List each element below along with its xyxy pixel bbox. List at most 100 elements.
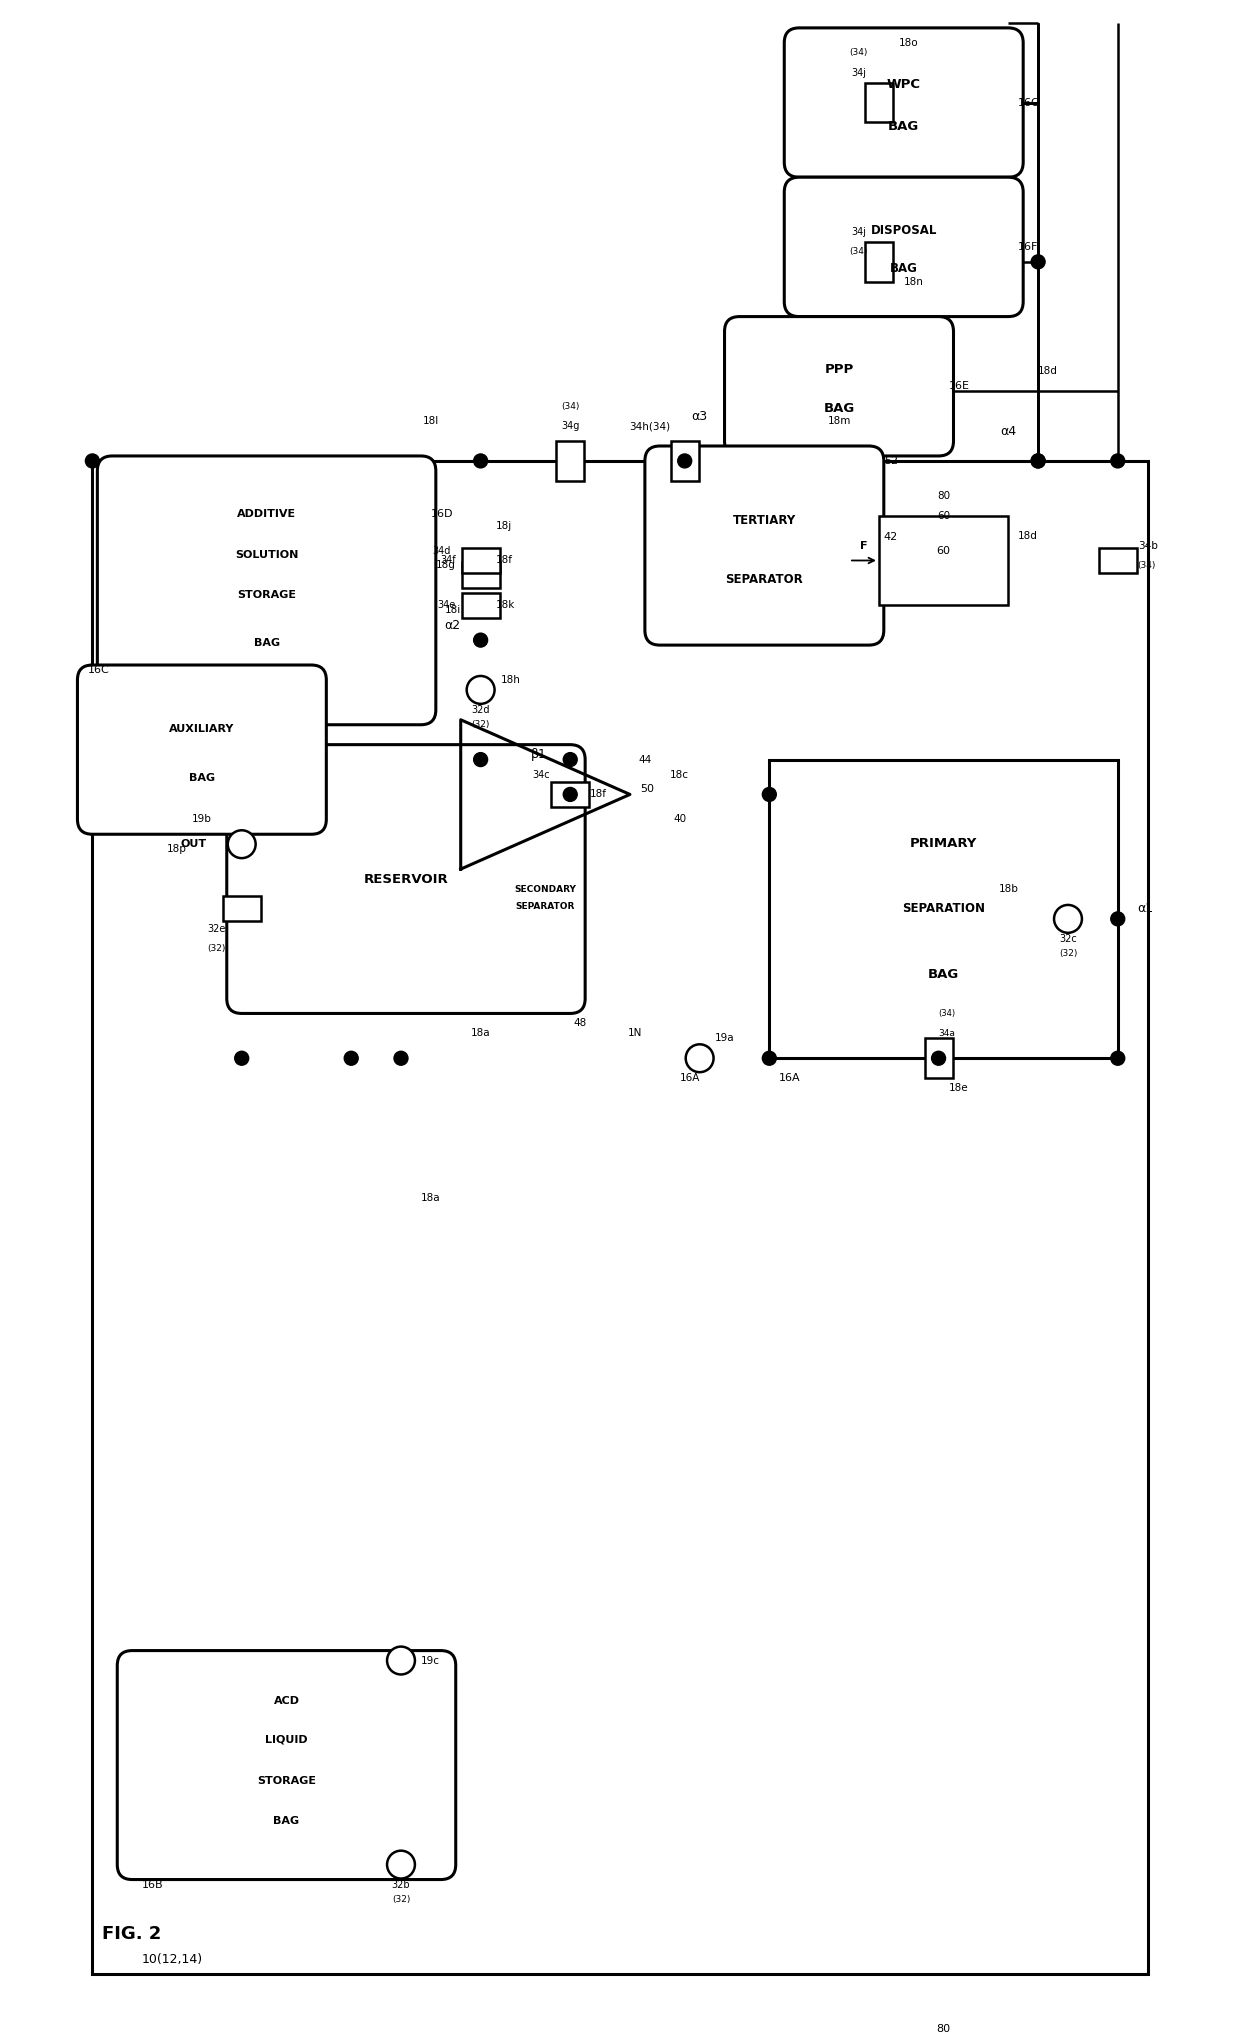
Text: 10(12,14): 10(12,14) <box>143 1952 203 1967</box>
Text: 18j: 18j <box>496 520 512 530</box>
Text: 34a: 34a <box>939 1029 956 1037</box>
Bar <box>879 516 1008 605</box>
Text: F: F <box>861 540 868 550</box>
Circle shape <box>1111 911 1125 925</box>
Bar <box>671 440 698 481</box>
Text: 16D: 16D <box>430 510 454 520</box>
Text: (34): (34) <box>1137 560 1156 571</box>
Text: 18p: 18p <box>167 844 187 854</box>
Text: 32e: 32e <box>207 923 226 933</box>
Text: 16A: 16A <box>680 1074 699 1082</box>
Bar <box>769 760 1117 1058</box>
Text: α2: α2 <box>445 620 461 632</box>
Bar <box>223 897 260 921</box>
Circle shape <box>763 787 776 801</box>
Circle shape <box>86 454 99 469</box>
Text: 19b: 19b <box>192 815 212 823</box>
Text: DISPOSAL: DISPOSAL <box>870 224 937 236</box>
Bar <box>461 593 500 618</box>
Bar <box>557 440 584 481</box>
Text: 18a: 18a <box>420 1192 440 1202</box>
Text: 34j: 34j <box>852 226 867 236</box>
Text: 1N: 1N <box>627 1029 642 1037</box>
Circle shape <box>466 677 495 703</box>
Circle shape <box>234 1052 249 1066</box>
Circle shape <box>931 1052 946 1066</box>
Circle shape <box>228 829 255 858</box>
Text: WPC: WPC <box>887 77 921 92</box>
Text: 18g: 18g <box>436 560 456 571</box>
Circle shape <box>474 454 487 469</box>
Text: 44: 44 <box>639 754 651 764</box>
Text: BAG: BAG <box>888 120 919 132</box>
Text: 16A: 16A <box>779 1074 801 1082</box>
Text: STORAGE: STORAGE <box>237 591 296 599</box>
Text: PPP: PPP <box>825 363 853 377</box>
Text: 34f: 34f <box>440 556 456 565</box>
Text: ADDITIVE: ADDITIVE <box>237 510 296 520</box>
Text: BAG: BAG <box>188 772 215 783</box>
Text: 32d: 32d <box>471 705 490 715</box>
FancyBboxPatch shape <box>227 744 585 1013</box>
Bar <box>864 84 893 122</box>
Text: SECONDARY: SECONDARY <box>515 884 577 893</box>
Circle shape <box>1032 454 1045 469</box>
Bar <box>461 562 500 589</box>
Text: 34b: 34b <box>1137 540 1158 550</box>
Text: α4: α4 <box>1001 424 1017 438</box>
Text: 18k: 18k <box>496 601 515 609</box>
FancyBboxPatch shape <box>784 177 1023 316</box>
Text: 32c: 32c <box>1059 933 1076 944</box>
Circle shape <box>563 787 577 801</box>
Text: PRIMARY: PRIMARY <box>910 838 977 850</box>
Text: OUT: OUT <box>181 840 207 850</box>
Text: 34g: 34g <box>560 422 579 432</box>
Text: STORAGE: STORAGE <box>257 1775 316 1785</box>
Text: 18m: 18m <box>827 416 851 426</box>
Text: 18c: 18c <box>671 770 689 779</box>
Text: α1: α1 <box>1137 903 1153 915</box>
Text: SEPARATOR: SEPARATOR <box>725 573 804 585</box>
Circle shape <box>474 634 487 648</box>
Text: 60: 60 <box>937 512 950 520</box>
Text: 80: 80 <box>937 491 950 501</box>
Text: 42: 42 <box>884 532 898 542</box>
Text: α3: α3 <box>692 410 708 422</box>
Circle shape <box>763 1052 776 1066</box>
Text: (34): (34) <box>560 401 579 412</box>
Text: (34): (34) <box>939 1009 956 1017</box>
Text: LIQUID: LIQUID <box>265 1734 308 1745</box>
Text: 34e: 34e <box>438 601 456 609</box>
Text: 18i: 18i <box>444 605 461 615</box>
FancyBboxPatch shape <box>77 664 326 834</box>
Text: 18d: 18d <box>1038 367 1058 377</box>
Text: 80: 80 <box>936 2024 951 2034</box>
Bar <box>92 461 1148 1975</box>
Circle shape <box>387 1851 415 1879</box>
Circle shape <box>345 1052 358 1066</box>
Text: SEPARATOR: SEPARATOR <box>516 903 575 911</box>
Bar <box>461 548 500 573</box>
Text: 18a: 18a <box>471 1029 491 1037</box>
Circle shape <box>563 752 577 766</box>
Text: 34d: 34d <box>433 546 451 556</box>
Circle shape <box>1111 1052 1125 1066</box>
Text: BAG: BAG <box>890 263 918 275</box>
FancyBboxPatch shape <box>784 29 1023 177</box>
Text: β1: β1 <box>531 748 547 760</box>
Text: 16E: 16E <box>949 381 970 391</box>
Circle shape <box>1032 255 1045 269</box>
Text: 48: 48 <box>574 1019 587 1029</box>
Text: BAG: BAG <box>928 968 960 980</box>
Text: 16F: 16F <box>1018 243 1039 253</box>
Circle shape <box>394 1052 408 1066</box>
Text: 40: 40 <box>673 815 686 823</box>
FancyBboxPatch shape <box>724 316 954 457</box>
Text: 18f: 18f <box>590 789 608 799</box>
Circle shape <box>474 752 487 766</box>
Text: 18e: 18e <box>949 1082 968 1092</box>
Text: BAG: BAG <box>253 638 280 648</box>
Text: (32): (32) <box>1059 950 1078 958</box>
Text: 50: 50 <box>640 785 653 795</box>
Text: (34): (34) <box>849 49 868 57</box>
